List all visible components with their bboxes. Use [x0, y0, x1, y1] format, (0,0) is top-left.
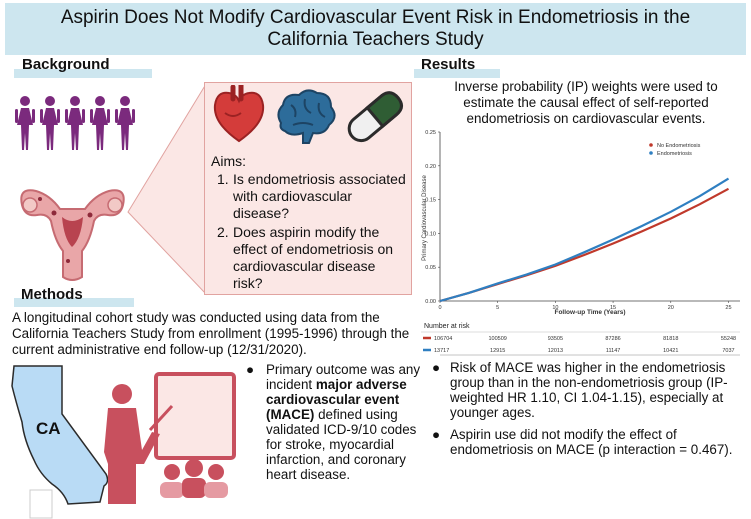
legend-label-no-endometriosis: No Endometriosis: [657, 143, 701, 149]
risk-table-cell: 55248: [721, 336, 736, 342]
series-line-endometriosis: [439, 177, 730, 303]
aims-item: 1. Is endometriosis associated with card…: [217, 171, 407, 222]
bullet-icon: ●: [432, 360, 441, 375]
pill-icon: [347, 91, 403, 143]
bullet-icon: ●: [432, 427, 441, 442]
bullet-icon: ●: [246, 362, 255, 377]
risk-table-cell: 12013: [548, 348, 563, 354]
y-tick-label: 0.20: [425, 164, 436, 170]
title-line-2: California Teachers Study: [267, 29, 484, 50]
legend-label-endometriosis: Endometriosis: [657, 151, 692, 157]
y-tick-label: 0.05: [425, 265, 436, 271]
x-tick-label: 15: [610, 305, 616, 311]
outcome-text-bold: major adverse cardiovascular event (MACE…: [266, 377, 407, 422]
legend-marker-no-endometriosis: [649, 143, 653, 147]
results-heading: Results: [421, 56, 476, 73]
legend-marker-endometriosis: [649, 151, 653, 155]
risk-table-cell: 11147: [606, 348, 620, 354]
methods-heading: Methods: [21, 286, 83, 303]
risk-table-cell: 13717: [434, 348, 449, 354]
x-tick-label: 5: [496, 305, 499, 311]
series-line-no-endometriosis: [439, 187, 730, 303]
x-axis-label: Follow-up Time (Years): [554, 309, 625, 316]
x-tick-label: 20: [668, 305, 674, 311]
uterus-icon: [20, 189, 125, 281]
aims-list: 1. Is endometriosis associated with card…: [217, 171, 407, 294]
brain-icon: [277, 89, 336, 144]
methods-underline: [14, 298, 134, 307]
title-line-1: Aspirin Does Not Modify Cardiovascular E…: [60, 7, 691, 28]
results-bullet-text: Aspirin use did not modify the effect of…: [450, 427, 733, 457]
y-tick-label: 0.00: [425, 299, 436, 305]
aims-item-number: 1.: [217, 171, 229, 187]
aims-item-text: Does aspirin modify the effect of endome…: [233, 224, 394, 291]
x-tick-label: 25: [725, 305, 731, 311]
risk-table-cell: 10421: [663, 348, 678, 354]
ip-weights-text: Inverse probability (IP) weights were us…: [454, 79, 718, 126]
aims-title: Aims:: [211, 153, 246, 169]
aims-panel: Aims: 1. Is endometriosis associated wit…: [204, 82, 412, 295]
results-bullet-text: Risk of MACE was higher in the endometri…: [450, 360, 728, 420]
risk-table-title: Number at risk: [424, 323, 470, 330]
risk-table-cell: 12915: [490, 348, 505, 354]
cumulative-incidence-chart: 0.00 0.05 0.10 0.15 0.20 0.25 0 5 10 15 20 25 Prim…: [421, 130, 740, 356]
heart-icon: [213, 85, 265, 143]
risk-table-cell: 100509: [489, 336, 507, 342]
poster-title: Aspirin Does Not Modify Cardiovascular E…: [5, 3, 746, 55]
x-tick-label: 0: [438, 305, 441, 311]
risk-table-cell: 7037: [722, 348, 734, 354]
results-underline: [414, 69, 500, 78]
outcome-bullet: ● Primary outcome was any incident major…: [246, 362, 428, 482]
results-list: ● Risk of MACE was higher in the endomet…: [432, 360, 744, 464]
chart-legend: No Endometriosis Endometriosis: [649, 143, 701, 157]
background-underline: [14, 69, 152, 78]
results-bullet: ● Aspirin use did not modify the effect …: [432, 427, 744, 457]
outcome-text-post: defined using validated ICD-9/10 codes f…: [266, 407, 417, 482]
risk-table-cell: 93505: [548, 336, 563, 342]
background-heading: Background: [22, 56, 110, 73]
map-label: CA: [36, 419, 61, 438]
y-axis-label: Primary Cardiovascular Disease: [422, 174, 428, 260]
results-bullet: ● Risk of MACE was higher in the endomet…: [432, 360, 744, 420]
y-tick-label: 0.15: [425, 198, 436, 204]
y-tick-label: 0.25: [425, 130, 436, 136]
y-tick-label: 0.10: [425, 231, 436, 237]
x-tick-label: 10: [552, 305, 558, 311]
aims-item-number: 2.: [217, 224, 229, 240]
women-figures-icon: [15, 96, 135, 150]
risk-table-cell: 87286: [605, 336, 620, 342]
california-map-icon: CA: [11, 365, 109, 519]
aims-item: 2. Does aspirin modify the effect of end…: [217, 224, 407, 292]
teacher-icon: [104, 372, 236, 504]
risk-table-cell: 106704: [434, 336, 452, 342]
risk-table-cell: 81818: [663, 336, 678, 342]
methods-description: A longitudinal cohort study was conducte…: [12, 310, 410, 357]
outcome-text-pre: Primary outcome was any incident: [266, 362, 421, 392]
aims-item-text: Is endometriosis associated with cardiov…: [233, 171, 406, 221]
outcome-text: Primary outcome was any incident major a…: [266, 362, 428, 482]
